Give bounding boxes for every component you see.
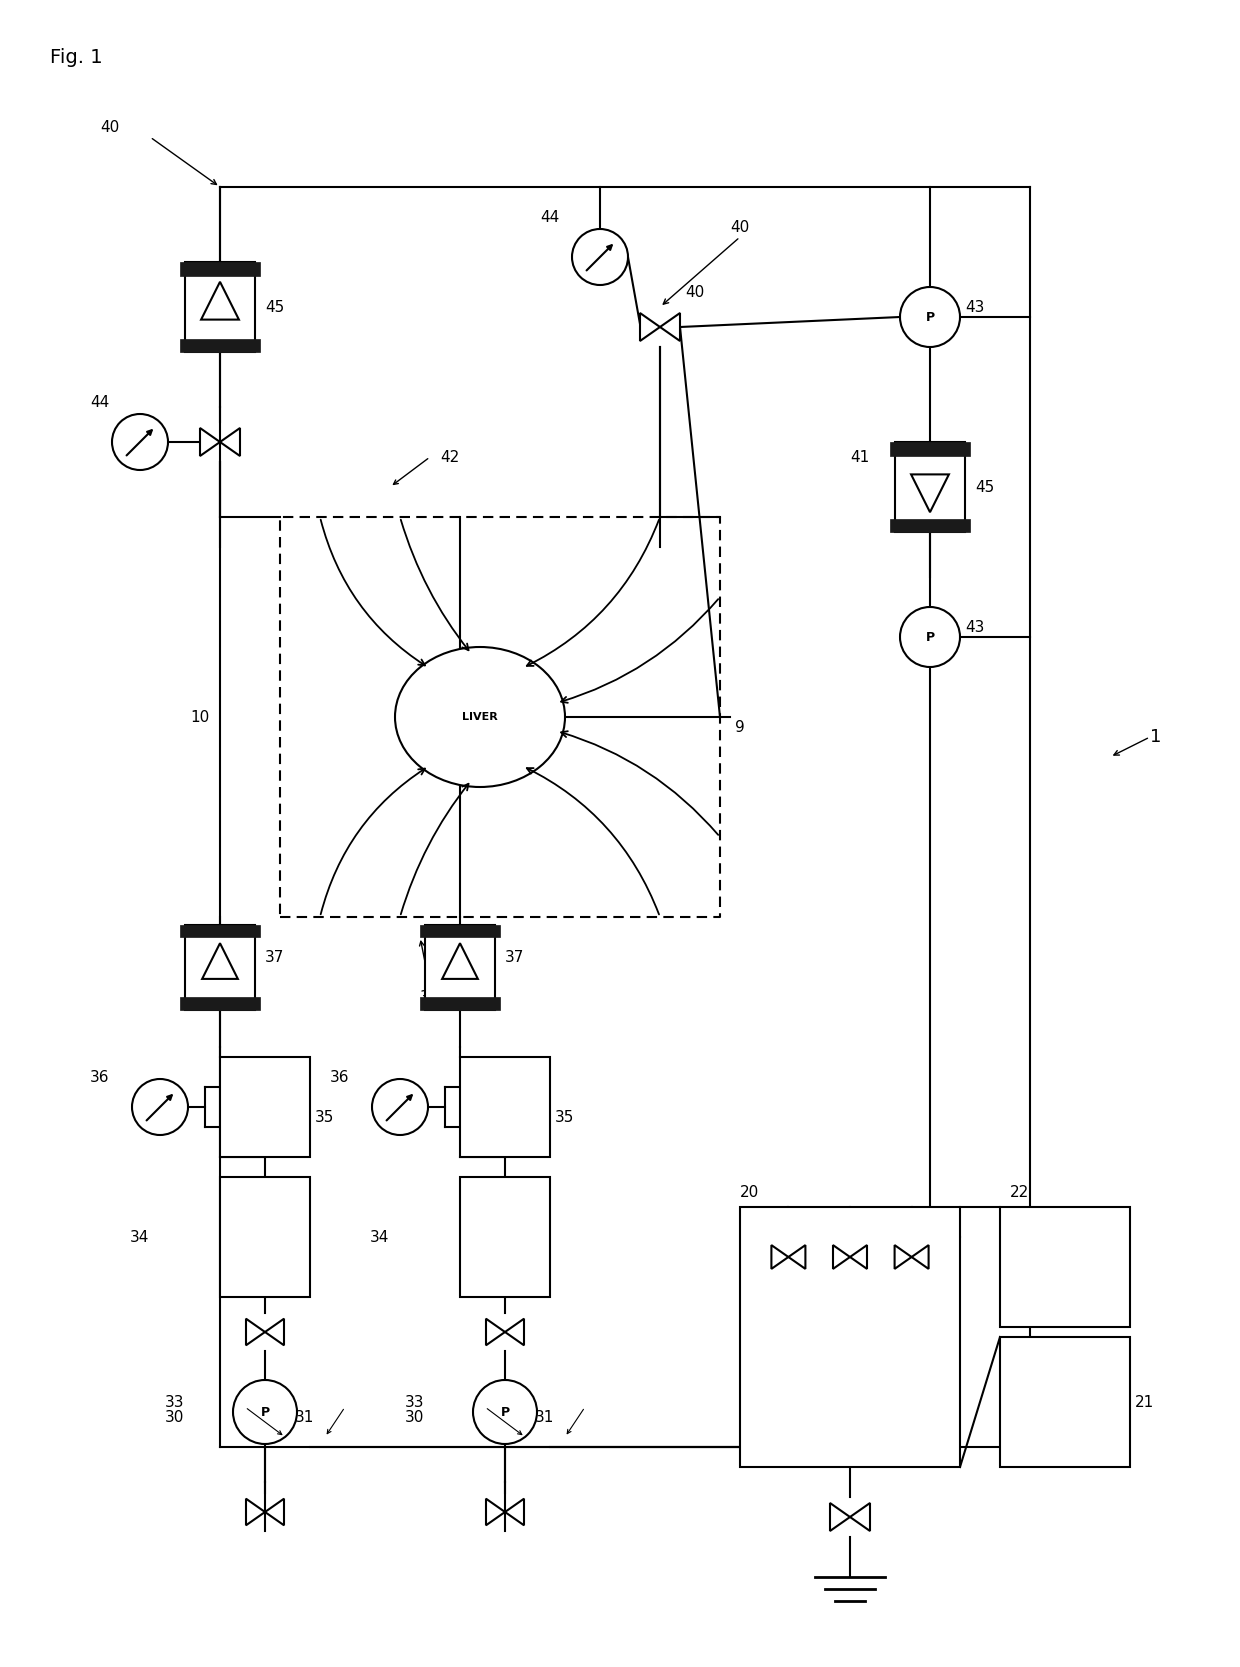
- Text: 10: 10: [190, 710, 210, 725]
- Text: 33: 33: [165, 1395, 185, 1410]
- Text: 1: 1: [1149, 728, 1162, 747]
- Polygon shape: [486, 1319, 505, 1345]
- Bar: [219, 1177, 310, 1297]
- Polygon shape: [911, 475, 949, 512]
- Bar: [420, 925, 500, 937]
- Text: 21: 21: [1135, 1395, 1154, 1410]
- Polygon shape: [789, 1245, 806, 1269]
- Polygon shape: [849, 1504, 870, 1530]
- Ellipse shape: [396, 647, 565, 787]
- Bar: [420, 997, 500, 1010]
- Text: 43: 43: [965, 300, 985, 315]
- Text: P: P: [501, 1405, 510, 1419]
- Polygon shape: [771, 1245, 789, 1269]
- Polygon shape: [219, 428, 241, 457]
- Bar: [180, 925, 260, 937]
- Polygon shape: [200, 428, 219, 457]
- Polygon shape: [265, 1319, 284, 1345]
- Bar: [890, 442, 970, 455]
- Circle shape: [900, 607, 960, 667]
- Polygon shape: [830, 1504, 849, 1530]
- Text: 40: 40: [730, 220, 750, 235]
- Circle shape: [372, 1079, 428, 1135]
- Text: LIVER: LIVER: [463, 712, 498, 722]
- Bar: [460, 1057, 551, 1157]
- Bar: [185, 925, 255, 1010]
- Bar: [219, 1057, 310, 1157]
- Bar: [460, 1177, 551, 1297]
- Polygon shape: [443, 944, 477, 979]
- Text: 30: 30: [165, 1410, 185, 1425]
- Text: 43: 43: [965, 620, 985, 635]
- Text: P: P: [260, 1405, 269, 1419]
- Polygon shape: [505, 1319, 525, 1345]
- Bar: [180, 262, 260, 275]
- Polygon shape: [833, 1245, 849, 1269]
- Text: 34: 34: [130, 1230, 149, 1245]
- Polygon shape: [202, 944, 238, 979]
- Polygon shape: [486, 1499, 505, 1525]
- Polygon shape: [201, 282, 239, 320]
- Polygon shape: [246, 1499, 265, 1525]
- Polygon shape: [265, 1499, 284, 1525]
- Text: P: P: [925, 630, 935, 643]
- Text: 34: 34: [370, 1230, 389, 1245]
- Text: 37: 37: [265, 950, 284, 965]
- Text: 20: 20: [740, 1185, 759, 1200]
- Text: 44: 44: [539, 210, 559, 225]
- Bar: [890, 518, 970, 532]
- Text: 22: 22: [1011, 1185, 1029, 1200]
- Circle shape: [472, 1380, 537, 1444]
- Circle shape: [572, 228, 627, 285]
- Text: 33: 33: [405, 1395, 424, 1410]
- Text: 41: 41: [849, 450, 869, 465]
- Text: 36: 36: [91, 1070, 109, 1085]
- Text: 35: 35: [315, 1110, 335, 1125]
- Text: 9: 9: [735, 720, 745, 735]
- Circle shape: [131, 1079, 188, 1135]
- Polygon shape: [640, 313, 660, 342]
- Bar: [180, 997, 260, 1010]
- Polygon shape: [849, 1245, 867, 1269]
- Polygon shape: [505, 1499, 525, 1525]
- Text: 45: 45: [975, 480, 994, 495]
- Polygon shape: [246, 1319, 265, 1345]
- Text: 40: 40: [100, 120, 119, 135]
- Text: 42: 42: [440, 450, 459, 465]
- Bar: [180, 338, 260, 352]
- Circle shape: [900, 287, 960, 347]
- Circle shape: [112, 413, 167, 470]
- Text: 45: 45: [265, 300, 284, 315]
- Bar: [895, 442, 965, 532]
- Bar: [999, 1337, 1130, 1467]
- Text: 40: 40: [684, 285, 704, 300]
- Polygon shape: [894, 1245, 911, 1269]
- Text: Fig. 1: Fig. 1: [50, 47, 103, 67]
- Circle shape: [233, 1380, 298, 1444]
- Bar: [425, 925, 495, 1010]
- Polygon shape: [660, 313, 680, 342]
- Text: 31: 31: [534, 1410, 554, 1425]
- Text: 30: 30: [405, 1410, 424, 1425]
- Text: 31: 31: [295, 1410, 315, 1425]
- Text: P: P: [925, 310, 935, 323]
- Bar: [740, 1207, 960, 1467]
- Text: 32: 32: [420, 990, 439, 1005]
- Bar: [185, 262, 255, 352]
- Text: 35: 35: [556, 1110, 574, 1125]
- Bar: [999, 1207, 1130, 1327]
- Text: 37: 37: [505, 950, 525, 965]
- Text: 36: 36: [330, 1070, 350, 1085]
- Polygon shape: [911, 1245, 929, 1269]
- Text: 44: 44: [91, 395, 109, 410]
